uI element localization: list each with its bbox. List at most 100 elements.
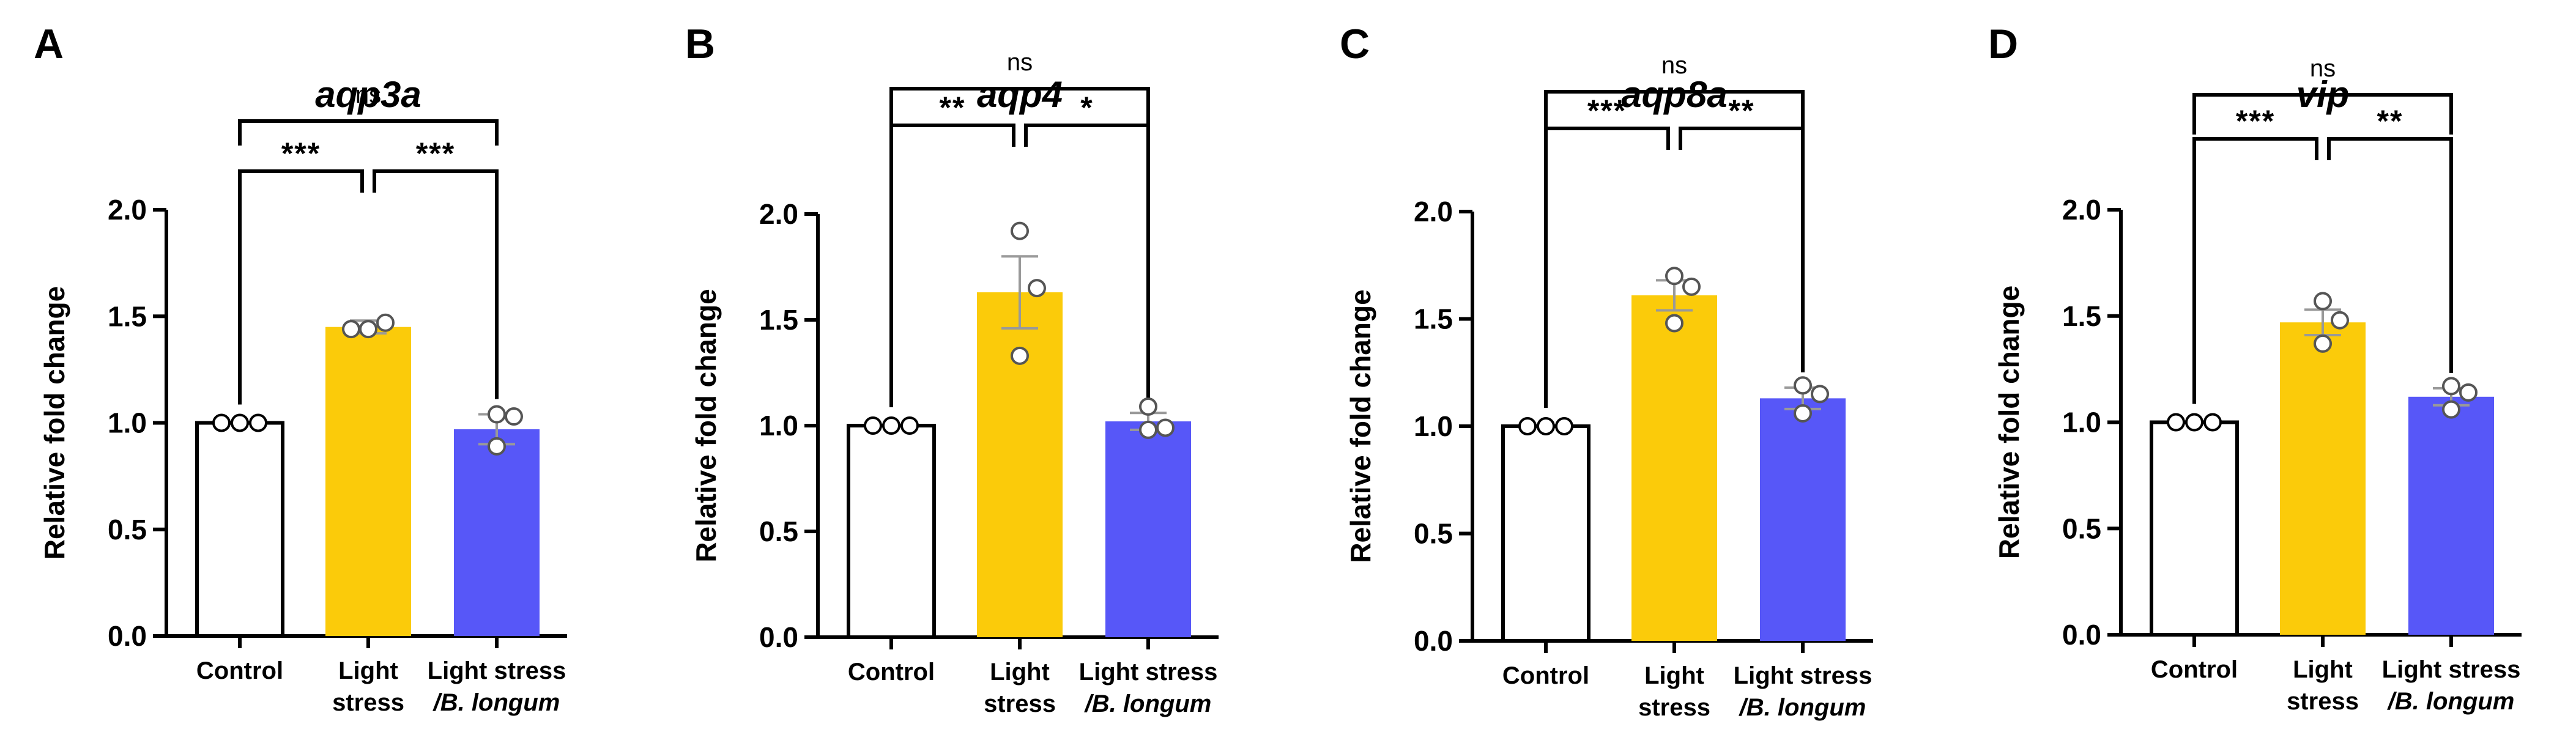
x-category-label: Light stress (1734, 662, 1873, 689)
significance-bracket (889, 87, 1150, 128)
data-point (882, 416, 900, 435)
y-tick-label: 0.5 (759, 516, 798, 547)
x-category-label: /B. longum (1084, 690, 1212, 717)
y-tick-label: 2.0 (1414, 196, 1453, 227)
data-point (1011, 221, 1029, 240)
significance-label: ** (2377, 104, 2403, 138)
data-point (1665, 314, 1683, 333)
y-tick-label: 2.0 (2062, 194, 2101, 226)
significance-bracket (889, 124, 1015, 407)
bar-control (847, 424, 936, 639)
y-tick-label: 1.0 (1414, 410, 1453, 442)
data-point (900, 416, 919, 435)
data-point (1139, 420, 1157, 439)
bar-light-stress (1631, 295, 1717, 641)
panel-letter: C (1340, 21, 1370, 67)
significance-bracket (1679, 127, 1805, 372)
data-point (359, 320, 377, 339)
data-point (2442, 377, 2460, 396)
y-tick-label: 0.0 (2062, 619, 2101, 651)
data-point (488, 405, 506, 424)
x-category-label: /B. longum (432, 689, 560, 716)
significance-bracket (1544, 90, 1805, 131)
significance-label: ns (355, 81, 381, 108)
x-category-label: Light (338, 657, 398, 684)
bar-light-stress-b-longum (1105, 421, 1191, 637)
data-point (249, 413, 267, 432)
bar-control (1501, 424, 1591, 643)
y-tick-label: 0.0 (1414, 625, 1453, 657)
chart-title: aqp8a (1621, 74, 1727, 115)
data-point (1537, 417, 1555, 435)
significance-bracket (2192, 93, 2453, 135)
significance-label: *** (416, 136, 455, 171)
data-point (1139, 397, 1157, 416)
panel-letter: A (34, 21, 64, 67)
x-category-label: Control (1502, 662, 1589, 689)
y-tick-label: 0.0 (759, 621, 798, 653)
bar-light-stress-b-longum (454, 429, 540, 636)
data-point (2314, 292, 2332, 311)
y-tick-label: 2.0 (108, 194, 147, 226)
x-category-label: Light (1644, 662, 1704, 689)
data-point (2203, 413, 2222, 432)
significance-label: ns (1007, 49, 1033, 76)
x-category-label: Control (2151, 656, 2238, 683)
significance-label: ** (1729, 94, 1755, 128)
y-tick-label: 1.5 (759, 304, 798, 336)
y-tick-label: 1.5 (2062, 300, 2101, 332)
y-tick-label: 1.5 (108, 300, 147, 332)
data-point (1518, 417, 1537, 435)
data-point (2459, 383, 2478, 402)
significance-label: * (1080, 91, 1093, 125)
data-point (342, 320, 360, 339)
significance-label: ns (1661, 52, 1687, 79)
significance-bracket (1024, 124, 1150, 398)
data-point (1555, 417, 1573, 435)
significance-bracket (373, 169, 499, 399)
significance-label: *** (2236, 104, 2275, 138)
significance-label: *** (1587, 94, 1627, 128)
x-category-label: stress (1638, 694, 1710, 721)
y-tick-label: 2.0 (759, 198, 798, 230)
data-point (1811, 385, 1829, 404)
significance-bracket (1544, 127, 1670, 408)
panel-letter: D (1988, 21, 2018, 67)
chart-title: aqp4 (977, 74, 1063, 115)
y-tick-label: 1.0 (108, 407, 147, 439)
y-tick-label: 0.5 (2062, 512, 2101, 544)
y-tick-label: 0.5 (1414, 518, 1453, 550)
y-tick-label: 1.0 (2062, 407, 2101, 438)
significance-label: ** (940, 91, 966, 125)
data-point (2331, 311, 2349, 330)
x-category-label: /B. longum (2387, 688, 2515, 715)
data-point (2314, 334, 2332, 353)
data-point (505, 407, 523, 426)
data-point (231, 413, 249, 432)
bar-control (2150, 420, 2239, 637)
bar-light-stress (325, 327, 411, 636)
x-category-label: Light stress (2382, 656, 2521, 683)
data-point (488, 437, 506, 456)
bar-light-stress-b-longum (1760, 398, 1846, 641)
data-point (376, 313, 395, 332)
panel-letter: B (685, 21, 715, 67)
y-axis-label: Relative fold change (1993, 286, 2025, 559)
y-tick-label: 1.5 (1414, 303, 1453, 335)
bar-control (195, 421, 284, 638)
y-tick-label: 0.5 (108, 514, 147, 545)
significance-bracket (238, 119, 499, 146)
data-point (1794, 376, 1812, 395)
data-point (1665, 267, 1683, 286)
data-point (2185, 413, 2203, 432)
data-point (1028, 279, 1046, 298)
y-axis-label: Relative fold change (39, 286, 70, 560)
x-category-label: stress (2287, 688, 2359, 715)
data-point (864, 416, 882, 435)
